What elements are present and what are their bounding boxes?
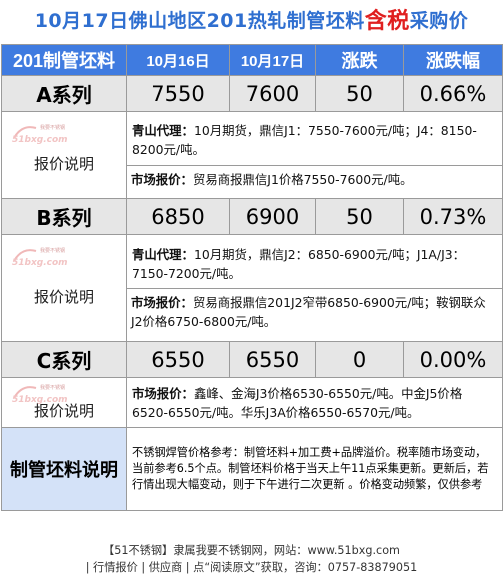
svg-text:我要不锈钢: 我要不锈钢 [40,124,65,131]
price-change-pct: 0.00% [403,341,503,378]
page-title: 10月17日佛山地区201热轧制管坯料 含税 采购价 [0,0,503,38]
price-date2: 6550 [229,341,316,378]
series-name: C系列 [1,341,127,378]
header-date2: 10月17日 [229,44,316,76]
quote-description: 青山代理：10月期货，鼎信J1：7550-7600元/吨；J4：8150-820… [126,111,503,199]
title-suffix: 采购价 [409,9,469,32]
title-highlight: 含税 [364,9,410,34]
agent-quote: 青山代理：10月期货，鼎信J1：7550-7600元/吨；J4：8150-820… [132,123,477,157]
quote-description: 市场报价：鑫峰、金海J3价格6530-6550元/吨。中金J5价格6520-65… [126,377,503,428]
quote-label: 报价说明 [33,154,94,173]
svg-text:我要不锈钢: 我要不锈钢 [40,247,65,254]
price-table: 201制管坯料 10月16日 10月17日 涨跌 涨跌幅 A系列 7550 76… [1,44,503,511]
series-name: A系列 [1,75,127,112]
quote-description: 青山代理：10月期货，鼎信J2：6850-6900元/吨；J1A/J3：7150… [126,234,503,342]
quote-label-cell: 我要不锈钢 51bxg.com 报价说明 [1,111,127,199]
header-change-pct: 涨跌幅 [403,44,503,76]
price-date2: 7600 [229,75,316,112]
watermark-logo-icon: 我要不锈钢 51bxg.com [12,384,68,405]
agent-quote: 青山代理：10月期货，鼎信J2：6850-6900元/吨；J1A/J3：7150… [132,247,465,281]
bottom-info: 【51不锈钢】隶属我要不锈钢网，网站：www.51bxg.com | 行情报价 … [0,542,503,576]
bottom-line2: | 行情报价 | 供应商 | 点“阅读原文”获取，咨询：0757-8387905… [85,561,418,574]
market-quote: 市场报价：贸易商报鼎信201J2窄带6850-6900元/吨；鞍钢联众J2价格6… [126,288,502,331]
header-product: 201制管坯料 [1,44,127,76]
bottom-line1: 【51不锈钢】隶属我要不锈钢网，网站：www.51bxg.com [103,544,400,557]
series-desc-row-c: 我要不锈钢 51bxg.com 报价说明 市场报价：鑫峰、金海J3价格6530-… [1,377,503,428]
quote-label: 报价说明 [33,287,94,306]
footer-row: 制管坯料说明 不锈钢焊管价格参考：制管坯料+加工费+品牌溢价。税率随市场变动，当… [1,427,503,511]
market-quote: 市场报价：贸易商报鼎信J1价格7550-7600元/吨。 [126,165,502,189]
svg-text:51bxg.com: 51bxg.com [12,395,68,405]
watermark-logo-icon: 我要不锈钢 51bxg.com [12,247,68,268]
footer-note: 不锈钢焊管价格参考：制管坯料+加工费+品牌溢价。税率随市场变动，当前参考6.5个… [126,427,503,511]
quote-label: 报价说明 [33,402,94,420]
price-date1: 6850 [126,198,230,235]
price-change-pct: 0.66% [403,75,503,112]
market-quote: 市场报价：鑫峰、金海J3价格6530-6550元/吨。中金J5价格6520-65… [132,385,463,420]
footer-label: 制管坯料说明 [1,427,127,511]
series-row-a: A系列 7550 7600 50 0.66% [1,75,503,112]
header-change: 涨跌 [315,44,404,76]
table-header-row: 201制管坯料 10月16日 10月17日 涨跌 涨跌幅 [1,44,503,76]
price-change: 50 [315,75,404,112]
price-date1: 7550 [126,75,230,112]
watermark-logo-icon: 我要不锈钢 51bxg.com [12,124,68,145]
price-change: 50 [315,198,404,235]
header-date1: 10月16日 [126,44,230,76]
series-desc-row-b: 我要不锈钢 51bxg.com 报价说明 青山代理：10月期货，鼎信J2：685… [1,234,503,342]
svg-text:我要不锈钢: 我要不锈钢 [40,384,65,391]
svg-text:51bxg.com: 51bxg.com [12,135,68,145]
quote-label-cell: 我要不锈钢 51bxg.com 报价说明 [1,377,127,428]
series-desc-row-a: 我要不锈钢 51bxg.com 报价说明 青山代理：10月期货，鼎信J1：755… [1,111,503,199]
svg-text:51bxg.com: 51bxg.com [12,258,68,268]
price-date1: 6550 [126,341,230,378]
title-prefix: 10月17日佛山地区201热轧制管坯料 [34,9,365,32]
price-change-pct: 0.73% [403,198,503,235]
series-name: B系列 [1,198,127,235]
series-row-c: C系列 6550 6550 0 0.00% [1,341,503,378]
series-row-b: B系列 6850 6900 50 0.73% [1,198,503,235]
price-change: 0 [315,341,404,378]
quote-label-cell: 我要不锈钢 51bxg.com 报价说明 [1,234,127,342]
price-date2: 6900 [229,198,316,235]
